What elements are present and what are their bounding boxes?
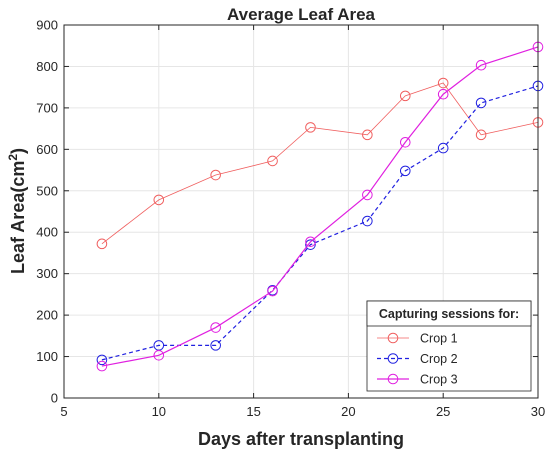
x-tick-label: 5 (60, 404, 67, 419)
y-tick-label: 800 (36, 59, 58, 74)
data-point-crop-3 (399, 136, 411, 148)
series-line-crop-2 (101, 85, 539, 361)
y-tick-label: 300 (36, 266, 58, 281)
legend-label-crop-2: Crop 2 (420, 352, 458, 366)
x-tick-label: 20 (341, 404, 355, 419)
chart-title: Average Leaf Area (227, 5, 376, 24)
data-point-crop-3 (305, 236, 316, 248)
data-point-crop-3 (153, 350, 165, 361)
x-tick-label: 30 (531, 404, 545, 419)
data-point-crop-2 (362, 215, 373, 227)
y-tick-label: 700 (36, 100, 58, 115)
data-point-crop-2 (475, 97, 487, 109)
x-tick-label: 10 (152, 404, 166, 419)
data-point-crop-3 (96, 360, 108, 372)
y-tick-label: 400 (36, 225, 58, 240)
legend-marker-crop-1 (387, 332, 399, 344)
series-line-crop-3 (101, 46, 539, 367)
legend-title-box (366, 300, 532, 327)
y-tick-label: 500 (36, 183, 58, 198)
y-axis-title-end: ) (8, 148, 28, 154)
series-layer (96, 41, 544, 372)
y-axis-title-superscript: 2 (6, 154, 20, 161)
x-axis-title: Days after transplanting (198, 429, 404, 449)
plot-frame (63, 24, 539, 399)
legend-marker-crop-3 (387, 373, 399, 385)
y-tick-label: 100 (36, 349, 58, 364)
data-point-crop-2 (437, 142, 449, 154)
data-point-crop-1 (362, 129, 373, 141)
grid (64, 25, 538, 398)
data-point-crop-1 (210, 169, 221, 181)
data-point-crop-3 (210, 322, 221, 333)
y-tick-label: 200 (36, 308, 58, 323)
legend-title: Capturing sessions for: (379, 307, 519, 321)
legend-entries: Crop 1 Crop 2 Crop 3 (377, 332, 458, 387)
y-axis-title: Leaf Area(cm2) (6, 148, 28, 274)
data-point-crop-2 (399, 165, 411, 177)
data-point-crop-3 (362, 189, 373, 201)
y-tick-label: 600 (36, 142, 58, 157)
legend-label-crop-3: Crop 3 (420, 373, 458, 387)
data-point-crop-2 (210, 340, 221, 351)
series-line-crop-1 (101, 82, 539, 245)
legend-marker-crop-2 (387, 353, 399, 364)
data-point-crop-1 (153, 194, 165, 206)
data-point-crop-1 (437, 77, 449, 89)
x-tick-label: 25 (436, 404, 450, 419)
data-point-crop-2 (305, 239, 316, 250)
data-point-crop-2 (96, 354, 108, 366)
y-axis-title-main: Leaf Area(cm (8, 161, 28, 274)
data-point-crop-1 (267, 155, 278, 167)
data-point-crop-1 (399, 90, 411, 102)
data-point-crop-3 (475, 59, 487, 71)
data-point-crop-3 (437, 88, 449, 100)
y-tick-label: 900 (36, 18, 58, 33)
data-point-crop-1 (305, 122, 316, 133)
y-tick-label: 0 (51, 391, 58, 406)
data-point-crop-1 (96, 238, 108, 250)
x-tick-label: 15 (246, 404, 260, 419)
legend-label-crop-1: Crop 1 (420, 332, 458, 346)
data-point-crop-1 (475, 129, 487, 141)
data-point-crop-3 (267, 285, 278, 297)
